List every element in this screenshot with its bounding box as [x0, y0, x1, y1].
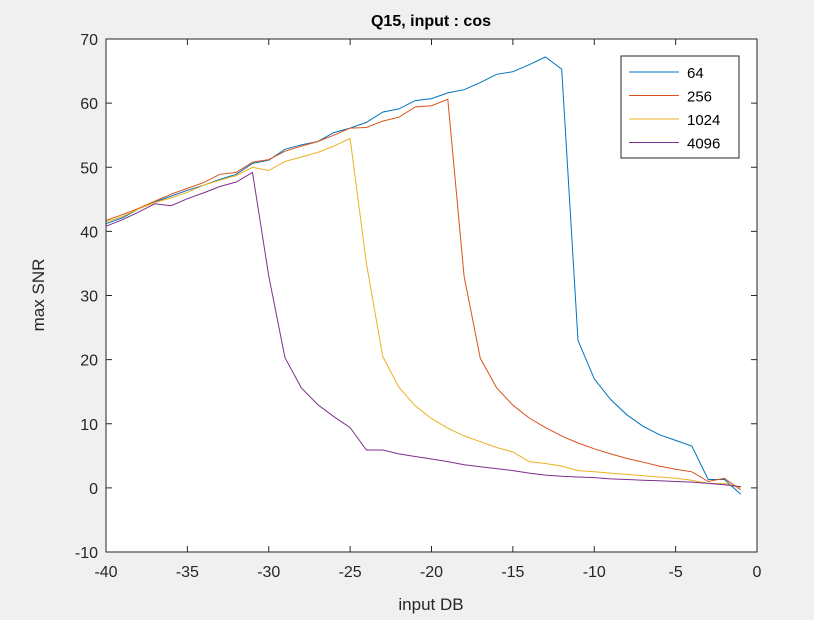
- legend-label-64: 64: [687, 65, 704, 82]
- chart-title: Q15, input : cos: [371, 13, 491, 30]
- legend-label-1024: 1024: [687, 112, 720, 129]
- y-tick-label: 70: [80, 32, 98, 49]
- y-tick-label: -10: [75, 545, 98, 562]
- series-line-1024: [105, 137, 741, 489]
- y-tick-label: 40: [80, 224, 98, 241]
- legend-label-4096: 4096: [687, 136, 720, 153]
- x-tick-label: -10: [583, 564, 606, 581]
- series-line-256: [105, 98, 741, 491]
- ticks-layer: -40 -35 -30 -25 -20 -15 -10 -5 0 -10 0 10 20 30 40 50 60…: [75, 32, 762, 581]
- legend-label-256: 256: [687, 89, 712, 106]
- x-axis-label: input DB: [398, 595, 463, 614]
- legend-box: [620, 55, 740, 159]
- legend: 64 256 1024 4096: [620, 55, 740, 159]
- x-tick-label: -40: [94, 564, 117, 581]
- y-tick-label: 50: [80, 160, 98, 177]
- y-tick-label: 60: [80, 96, 98, 113]
- series-line-4096: [105, 171, 741, 488]
- y-tick-label: 0: [89, 481, 98, 498]
- x-tick-label: -15: [501, 564, 524, 581]
- x-tick-label: 0: [753, 564, 762, 581]
- x-tick-label: -25: [339, 564, 362, 581]
- x-tick-label: -5: [669, 564, 683, 581]
- y-tick-label: 30: [80, 289, 98, 306]
- y-tick-label: 20: [80, 353, 98, 370]
- series-layer: [105, 56, 742, 495]
- x-tick-label: -20: [420, 564, 443, 581]
- y-axis-label: max SNR: [29, 259, 48, 332]
- y-tick-label: 10: [80, 417, 98, 434]
- x-tick-label: -35: [176, 564, 199, 581]
- x-tick-label: -30: [257, 564, 280, 581]
